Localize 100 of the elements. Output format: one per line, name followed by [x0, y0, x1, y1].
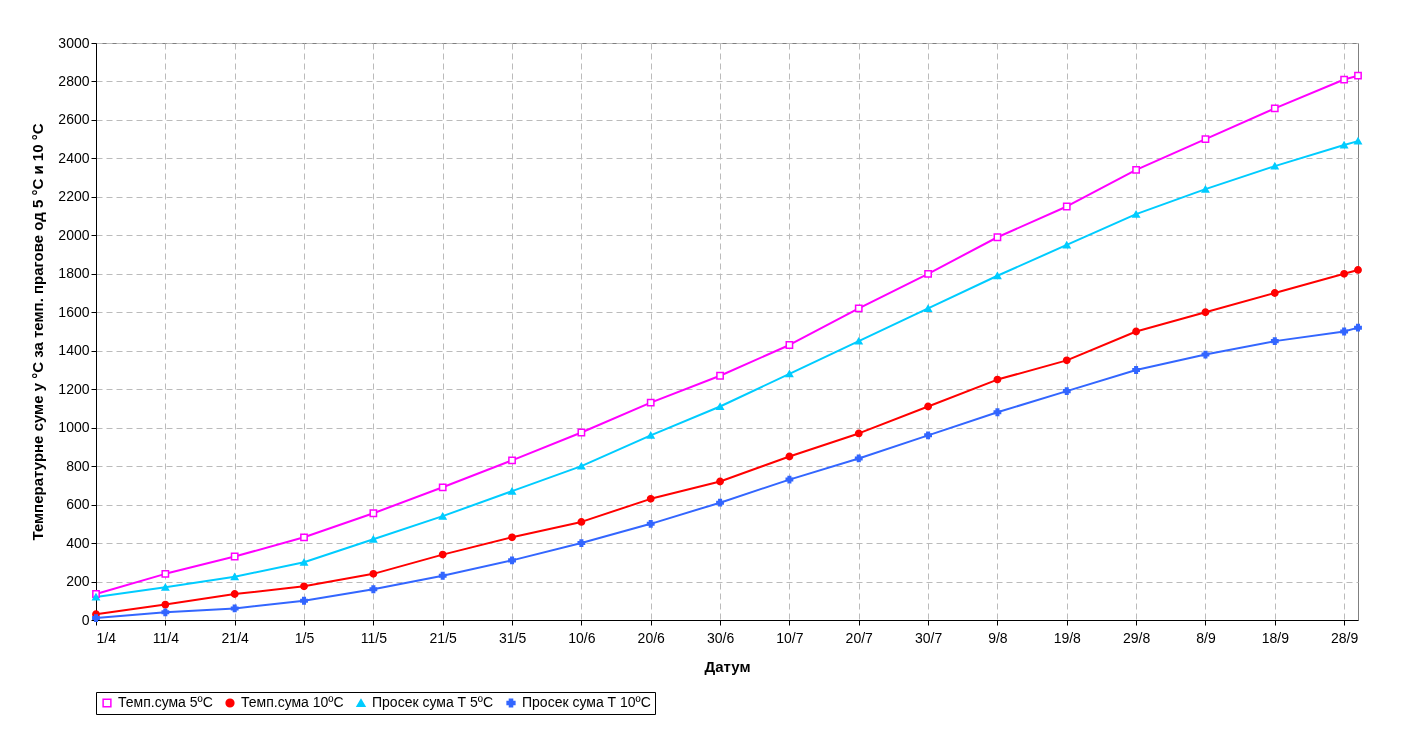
- point: [438, 483, 447, 492]
- legend-label: Просек сума Т 10ºC: [522, 694, 651, 710]
- point: [508, 456, 516, 465]
- point: [508, 533, 516, 542]
- point: [785, 452, 794, 461]
- y-tick-label: 2600: [58, 111, 90, 128]
- point: [1340, 141, 1349, 149]
- legend-label: Просек сума Т 5ºC: [372, 694, 494, 710]
- point: [854, 337, 863, 345]
- point: [1354, 266, 1362, 274]
- point: [369, 569, 378, 578]
- y-axis-title: Температурне суме у °C за темп. прагове од 5 °C и 10 °C: [29, 123, 47, 541]
- y-tick-label: 1000: [58, 419, 90, 436]
- x-tick-label: 18/9: [1261, 629, 1290, 646]
- legend-label: Темп.сума 10ºC: [241, 694, 344, 710]
- point: [1270, 162, 1279, 170]
- point: [1201, 185, 1210, 193]
- point: [230, 552, 239, 561]
- x-tick-label: 9/8: [988, 629, 1008, 646]
- point: [508, 487, 516, 495]
- point: [1062, 241, 1071, 249]
- point: [300, 596, 308, 605]
- point: [993, 272, 1002, 280]
- point: [161, 569, 170, 578]
- y-tick-label: 2400: [58, 149, 90, 166]
- point: [1132, 166, 1141, 174]
- point: [785, 341, 794, 349]
- point: [1132, 210, 1141, 218]
- point: [438, 571, 447, 580]
- y-tick-label: 2800: [58, 72, 90, 89]
- x-tick-label: 30/7: [914, 629, 943, 646]
- point: [230, 590, 239, 598]
- point: [1340, 327, 1349, 336]
- point: [1132, 366, 1141, 374]
- point: [1201, 308, 1210, 317]
- point: [785, 475, 794, 484]
- point: [1201, 135, 1210, 144]
- point: [230, 604, 239, 613]
- point: [646, 431, 655, 439]
- point: [369, 535, 378, 543]
- point: [854, 304, 863, 313]
- point: [716, 477, 724, 486]
- point: [1062, 202, 1071, 211]
- x-tick-label: 21/4: [221, 629, 250, 646]
- point: [577, 518, 586, 526]
- y-tick-label: 2000: [58, 226, 90, 243]
- x-tick-label: 20/7: [845, 629, 874, 646]
- point: [646, 398, 655, 407]
- point: [230, 573, 239, 581]
- point: [577, 428, 586, 437]
- x-axis-title: Датум: [704, 657, 751, 675]
- point: [785, 370, 794, 378]
- point: [716, 498, 724, 507]
- point: [300, 582, 308, 591]
- point: [369, 509, 378, 518]
- x-tick-label: 20/6: [637, 629, 666, 646]
- point: [577, 539, 586, 547]
- point: [646, 519, 655, 528]
- x-tick-label: 31/5: [498, 629, 527, 646]
- point: [438, 550, 447, 559]
- y-tick-label: 1200: [58, 380, 90, 397]
- point: [854, 429, 863, 438]
- point: [1354, 137, 1362, 145]
- x-tick-label: 11/4: [152, 629, 180, 646]
- y-tick-label: 0: [81, 611, 90, 628]
- x-tick-label: 21/5: [429, 629, 458, 646]
- y-tick-label: 1600: [58, 303, 90, 320]
- point: [924, 269, 932, 278]
- point: [161, 600, 170, 609]
- y-tick-label: 1400: [58, 342, 90, 359]
- point: [993, 408, 1002, 417]
- point: [924, 431, 932, 440]
- y-tick-label: 600: [66, 496, 90, 513]
- point: [1062, 387, 1071, 396]
- x-tick-label: 8/9: [1196, 629, 1216, 646]
- x-tick-label: 1/5: [294, 629, 315, 646]
- point: [369, 585, 378, 594]
- x-tick-label: 30/6: [706, 629, 735, 646]
- point: [161, 583, 170, 591]
- point: [300, 533, 308, 542]
- point: [1270, 104, 1279, 113]
- point: [716, 371, 724, 380]
- point: [716, 403, 724, 410]
- point: [646, 494, 655, 503]
- y-tick-label: 3000: [58, 34, 90, 51]
- point: [1354, 323, 1362, 332]
- y-tick-label: 1800: [58, 265, 90, 282]
- point: [924, 304, 932, 312]
- point: [1062, 356, 1071, 365]
- x-tick-label: 10/6: [568, 629, 596, 646]
- x-tick-label: 1/4: [96, 629, 117, 646]
- point: [1354, 71, 1362, 80]
- x-tick-label: 10/7: [776, 629, 804, 646]
- point: [993, 375, 1002, 384]
- point: [1270, 337, 1279, 346]
- point: [161, 608, 170, 617]
- point: [993, 233, 1002, 242]
- y-tick-label: 200: [66, 573, 90, 590]
- point: [577, 462, 586, 470]
- point: [300, 558, 308, 566]
